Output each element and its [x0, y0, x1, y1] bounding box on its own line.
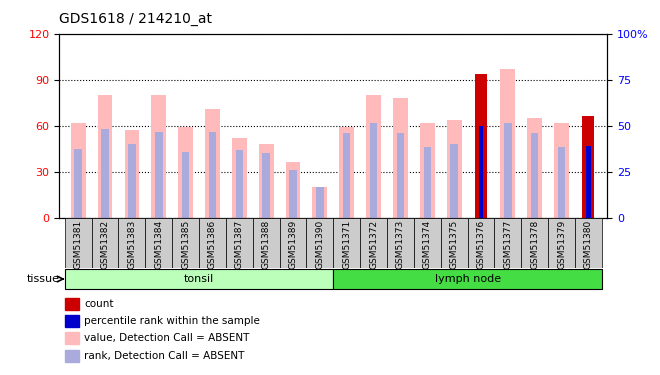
- Bar: [420, 123, 435, 218]
- Bar: [128, 144, 136, 218]
- Bar: [500, 69, 515, 218]
- Text: GSM51386: GSM51386: [208, 220, 217, 269]
- Bar: [145, 217, 172, 268]
- Bar: [333, 217, 360, 268]
- Bar: [521, 217, 548, 268]
- Bar: [259, 144, 273, 218]
- Bar: [531, 133, 539, 218]
- Bar: [424, 147, 431, 218]
- Bar: [558, 147, 566, 218]
- Text: GSM51376: GSM51376: [477, 220, 486, 269]
- Bar: [280, 217, 306, 268]
- Bar: [286, 162, 300, 218]
- Bar: [155, 132, 162, 218]
- Bar: [333, 268, 602, 290]
- Bar: [65, 350, 79, 361]
- Text: GSM51371: GSM51371: [343, 220, 351, 269]
- Bar: [172, 217, 199, 268]
- Bar: [226, 217, 253, 268]
- Bar: [360, 217, 387, 268]
- Bar: [209, 132, 216, 218]
- Bar: [554, 123, 569, 218]
- Bar: [475, 74, 487, 217]
- Bar: [548, 217, 575, 268]
- Bar: [393, 98, 408, 218]
- Bar: [199, 217, 226, 268]
- Text: lymph node: lymph node: [434, 274, 501, 284]
- Text: GSM51387: GSM51387: [235, 220, 244, 269]
- Text: count: count: [84, 299, 114, 309]
- Text: rank, Detection Call = ABSENT: rank, Detection Call = ABSENT: [84, 351, 244, 360]
- Bar: [575, 217, 602, 268]
- Bar: [236, 150, 243, 217]
- Text: tonsil: tonsil: [184, 274, 214, 284]
- Text: tissue: tissue: [26, 274, 59, 284]
- Text: GSM51389: GSM51389: [288, 220, 298, 269]
- Bar: [312, 187, 327, 218]
- Bar: [343, 133, 350, 218]
- Bar: [232, 138, 247, 218]
- Bar: [92, 217, 119, 268]
- Bar: [178, 127, 193, 218]
- Text: GSM51381: GSM51381: [74, 220, 82, 269]
- Bar: [397, 133, 404, 218]
- Text: GSM51384: GSM51384: [154, 220, 163, 269]
- Text: GSM51382: GSM51382: [100, 220, 110, 269]
- Bar: [582, 116, 595, 218]
- Text: GSM51379: GSM51379: [557, 220, 566, 269]
- Text: GSM51388: GSM51388: [261, 220, 271, 269]
- Bar: [527, 118, 542, 218]
- Bar: [478, 126, 483, 218]
- Bar: [65, 315, 79, 327]
- Text: value, Detection Call = ABSENT: value, Detection Call = ABSENT: [84, 333, 249, 343]
- Bar: [414, 217, 441, 268]
- Bar: [366, 95, 381, 218]
- Bar: [586, 146, 591, 218]
- Text: GSM51378: GSM51378: [530, 220, 539, 269]
- Bar: [370, 123, 378, 218]
- Bar: [450, 144, 458, 218]
- Bar: [316, 187, 323, 218]
- Text: GSM51380: GSM51380: [584, 220, 593, 269]
- Bar: [71, 123, 86, 218]
- Text: GSM51373: GSM51373: [396, 220, 405, 269]
- Bar: [75, 148, 82, 217]
- Text: GSM51390: GSM51390: [315, 220, 324, 269]
- Text: GSM51385: GSM51385: [181, 220, 190, 269]
- Bar: [494, 217, 521, 268]
- Text: GSM51383: GSM51383: [127, 220, 137, 269]
- Bar: [467, 217, 494, 268]
- Bar: [65, 217, 92, 268]
- Bar: [182, 152, 189, 217]
- Bar: [119, 217, 145, 268]
- Bar: [101, 129, 109, 217]
- Text: GSM51372: GSM51372: [369, 220, 378, 269]
- Bar: [65, 298, 79, 310]
- Bar: [339, 127, 354, 218]
- Bar: [289, 170, 297, 217]
- Bar: [98, 95, 112, 218]
- Text: GSM51377: GSM51377: [504, 220, 512, 269]
- Bar: [151, 95, 166, 218]
- Bar: [504, 123, 512, 218]
- Bar: [263, 153, 270, 218]
- Bar: [441, 217, 467, 268]
- Text: GSM51375: GSM51375: [449, 220, 459, 269]
- Bar: [306, 217, 333, 268]
- Bar: [65, 268, 333, 290]
- Bar: [205, 109, 220, 217]
- Text: GSM51374: GSM51374: [423, 220, 432, 269]
- Text: percentile rank within the sample: percentile rank within the sample: [84, 316, 260, 326]
- Bar: [387, 217, 414, 268]
- Bar: [125, 130, 139, 218]
- Bar: [253, 217, 280, 268]
- Bar: [447, 120, 461, 218]
- Bar: [65, 332, 79, 344]
- Text: GDS1618 / 214210_at: GDS1618 / 214210_at: [59, 12, 213, 26]
